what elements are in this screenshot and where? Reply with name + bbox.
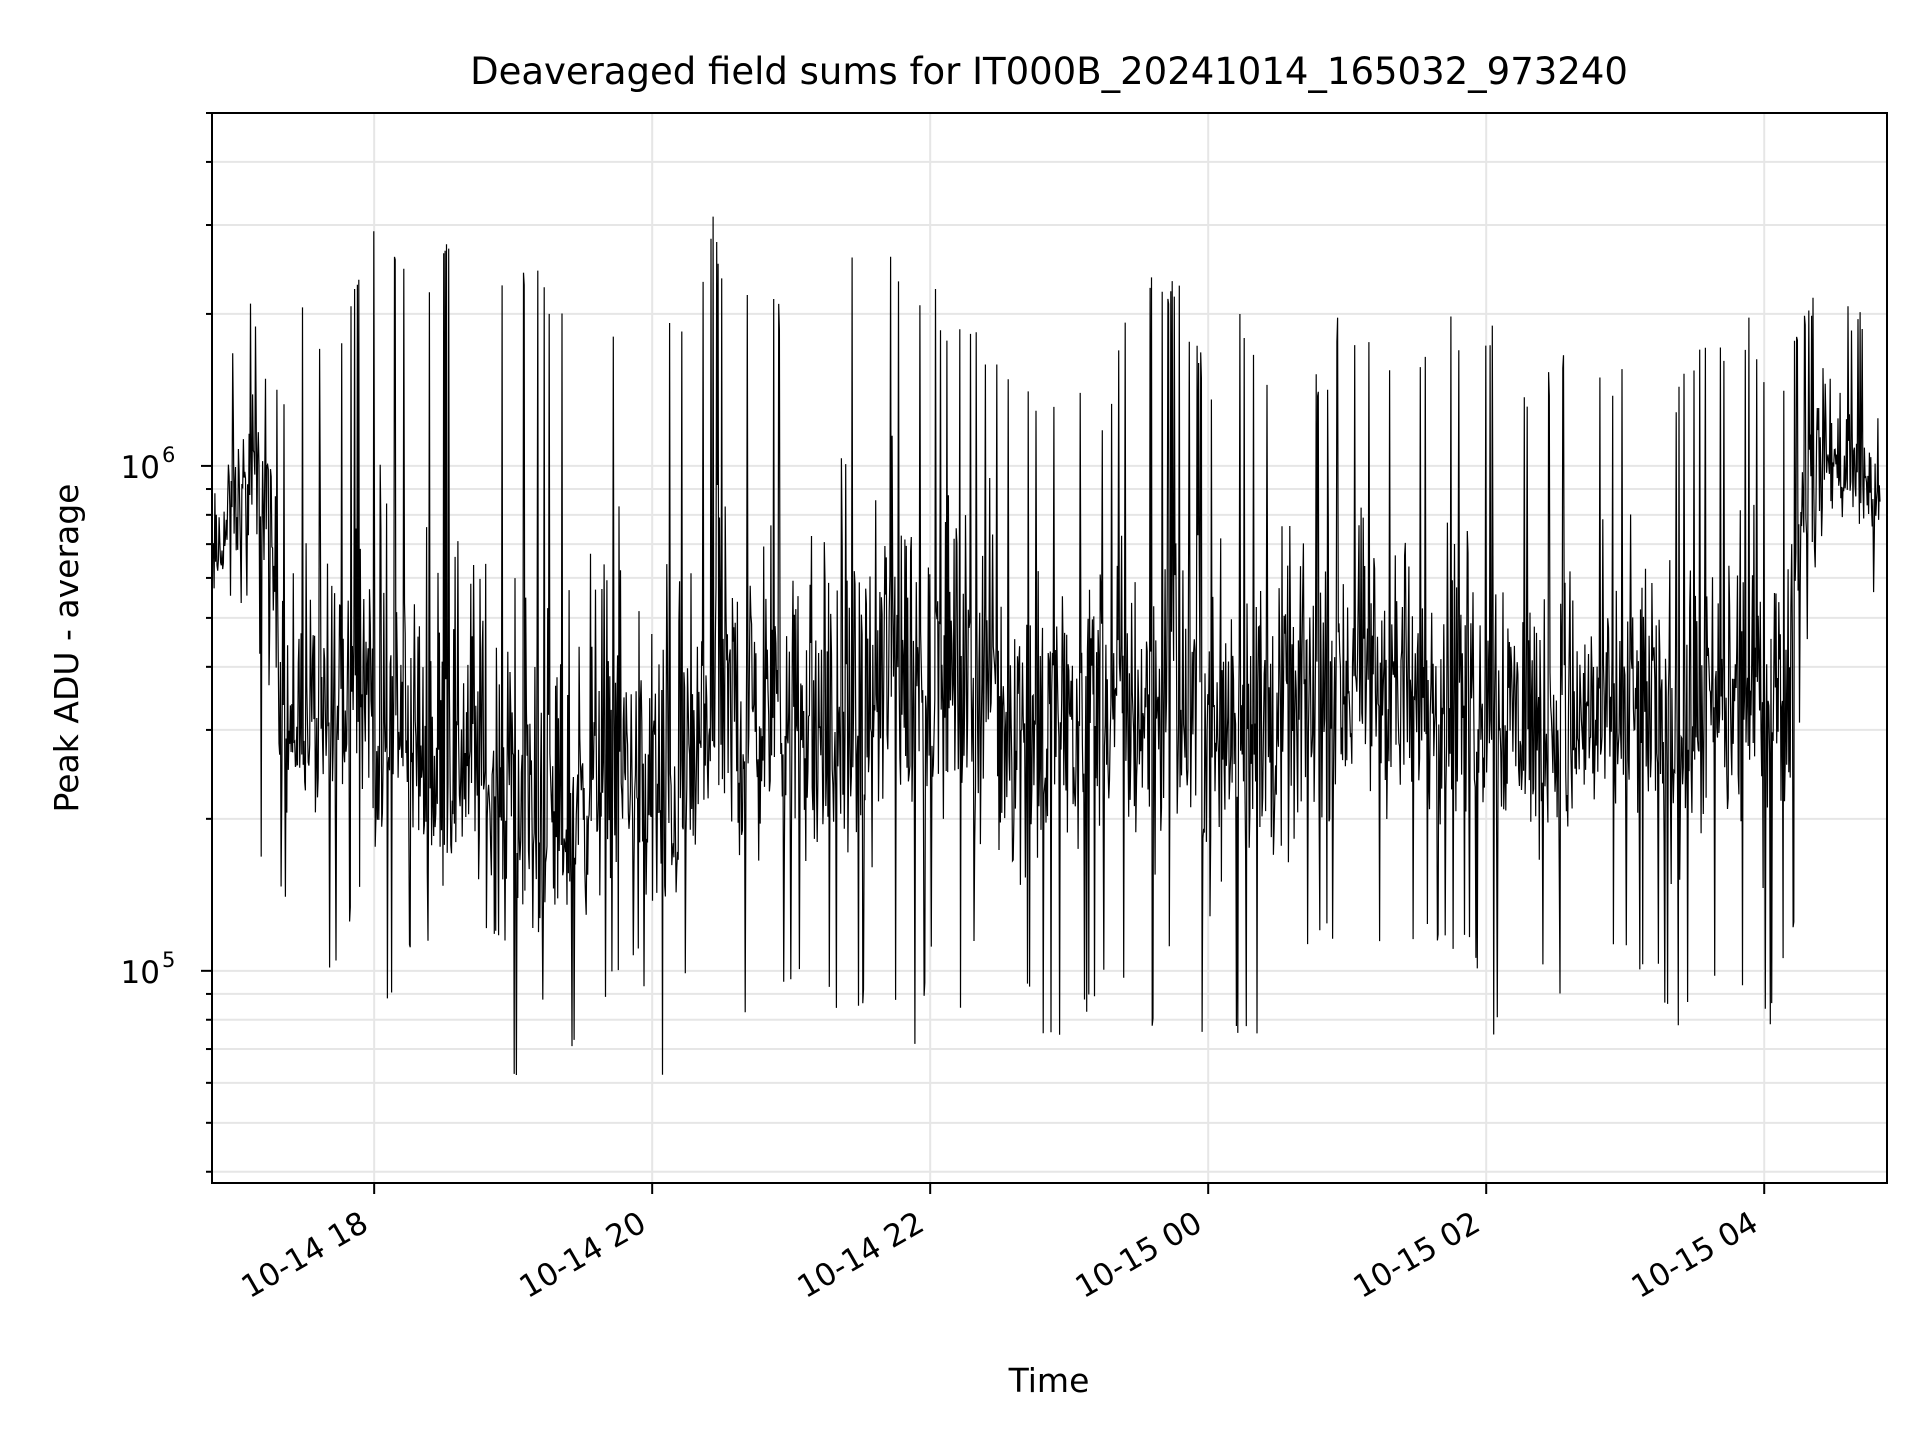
x-axis-label: Time (1008, 1361, 1090, 1400)
y-tick-exponent: 5 (162, 948, 175, 972)
series-line-path (211, 216, 1881, 1076)
y-tick-exponent: 6 (162, 443, 175, 467)
y-tick-label: 10 (121, 955, 160, 991)
y-tick-label: 10 (121, 450, 160, 486)
y-axis-label: Peak ADU - average (47, 484, 86, 813)
series-line (211, 216, 1881, 1076)
plot-frame (211, 112, 1888, 1184)
chart-title: Deaveraged field sums for IT000B_2024101… (470, 50, 1628, 93)
